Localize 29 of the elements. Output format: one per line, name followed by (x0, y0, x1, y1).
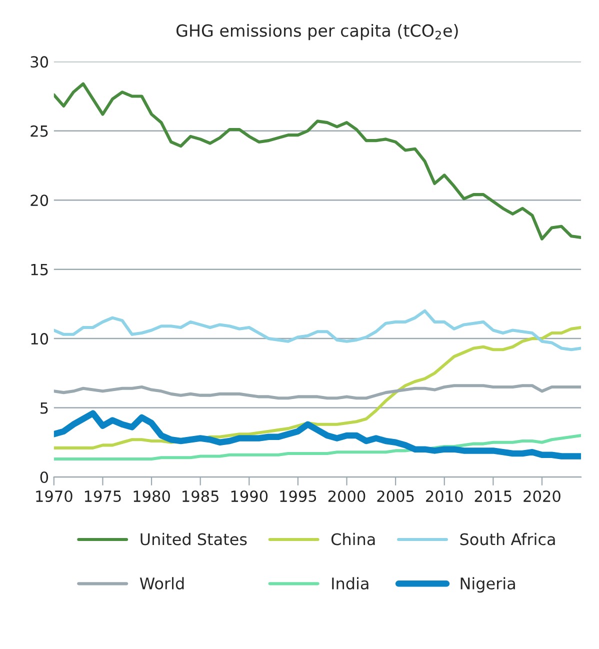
x-tick-label: 1975 (84, 490, 121, 502)
x-tick-label: 2005 (377, 490, 414, 502)
y-tick-label: 30 (30, 56, 48, 68)
x-tick-label: 1970 (36, 490, 72, 502)
x-tick-label: 1995 (280, 490, 316, 502)
legend-label: India (332, 577, 368, 590)
x-tick-label: 2020 (524, 490, 560, 502)
line-series (54, 434, 582, 461)
line-series (54, 309, 582, 352)
x-tick-label: 1985 (182, 490, 218, 502)
x-tick-label: 2000 (328, 490, 366, 502)
y-tick-label: 0 (40, 471, 48, 484)
y-tick-label: 15 (31, 264, 48, 276)
legend-label: China (331, 532, 375, 546)
chart-title: GHG emissions per capita (tCO$_{2}$e) (176, 24, 458, 40)
y-tick-label: 20 (30, 194, 48, 206)
legend-label: Nigeria (460, 577, 515, 593)
y-tick-label: 10 (31, 333, 48, 345)
x-tick-label: 1980 (134, 490, 170, 502)
x-tick-label: 2015 (474, 490, 512, 502)
line-series (54, 384, 582, 400)
x-tick-label: 2010 (426, 490, 463, 502)
x-tick-label: 1990 (231, 490, 268, 502)
legend-label: World (140, 577, 184, 590)
y-tick-label: 25 (30, 125, 48, 137)
legend-label: United States (140, 532, 247, 546)
legend-label: South Africa (460, 532, 555, 546)
line-series (54, 82, 582, 240)
y-tick-label: 5 (40, 402, 48, 414)
